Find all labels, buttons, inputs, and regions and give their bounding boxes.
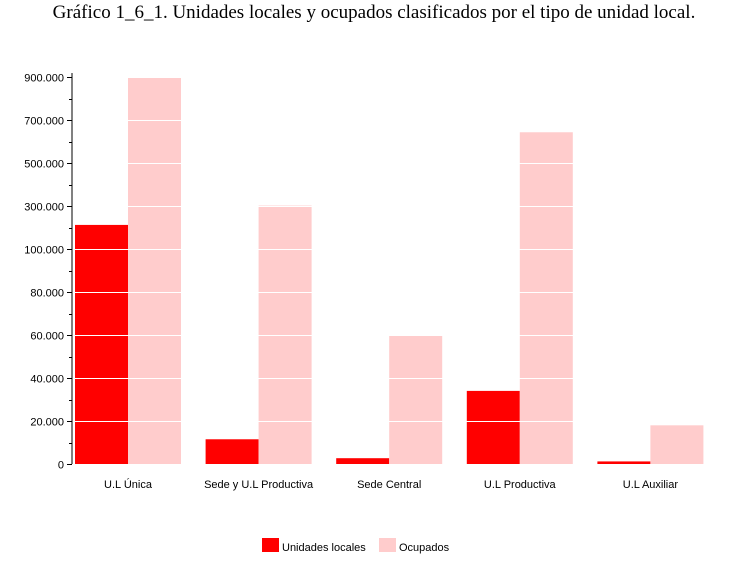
legend-label: Unidades locales	[282, 542, 366, 554]
chart-title: Gráfico 1_6_1. Unidades locales y ocupad…	[53, 2, 696, 23]
y-tick-label: 100.000	[24, 245, 64, 257]
y-axis: 0 20.000 40.000 60.000 80.000 100.000 300.000 5…	[24, 73, 73, 472]
bar-ocupados	[258, 205, 312, 464]
legend-label: Ocupados	[399, 542, 450, 554]
legend-swatch	[262, 538, 279, 552]
x-category-label: U.L Auxiliar	[623, 479, 679, 491]
bar-ocupados	[389, 335, 443, 464]
x-category-label: Sede Central	[357, 479, 421, 491]
y-tick-label: 0	[58, 460, 64, 472]
legend-swatch	[379, 538, 396, 552]
y-tick-label: 40.000	[30, 374, 64, 386]
x-category-label: Sede y U.L Productiva	[204, 479, 314, 491]
bars	[72, 77, 725, 464]
bar-unidades-locales	[466, 390, 520, 464]
category-labels: U.L Única Sede y U.L Productiva Sede Centr…	[104, 478, 678, 491]
bar-ocupados	[128, 77, 181, 464]
bar-ocupados	[650, 425, 704, 464]
y-tick-label: 60.000	[30, 331, 64, 343]
y-tick-label: 700.000	[24, 116, 64, 128]
y-tick-label: 20.000	[30, 417, 64, 429]
bar-unidades-locales	[75, 224, 128, 464]
x-category-label: U.L Productiva	[484, 479, 557, 491]
bar-unidades-locales	[336, 458, 390, 464]
x-category-label: U.L Única	[104, 478, 153, 491]
y-tick-label: 80.000	[30, 288, 64, 300]
bar-ocupados	[519, 132, 573, 464]
bar-unidades-locales	[205, 439, 259, 464]
y-tick-label: 500.000	[24, 159, 64, 171]
legend: Unidades locales Ocupados	[262, 538, 450, 554]
bar-unidades-locales	[597, 461, 651, 464]
y-tick-label: 900.000	[24, 73, 64, 85]
y-tick-label: 300.000	[24, 202, 64, 214]
